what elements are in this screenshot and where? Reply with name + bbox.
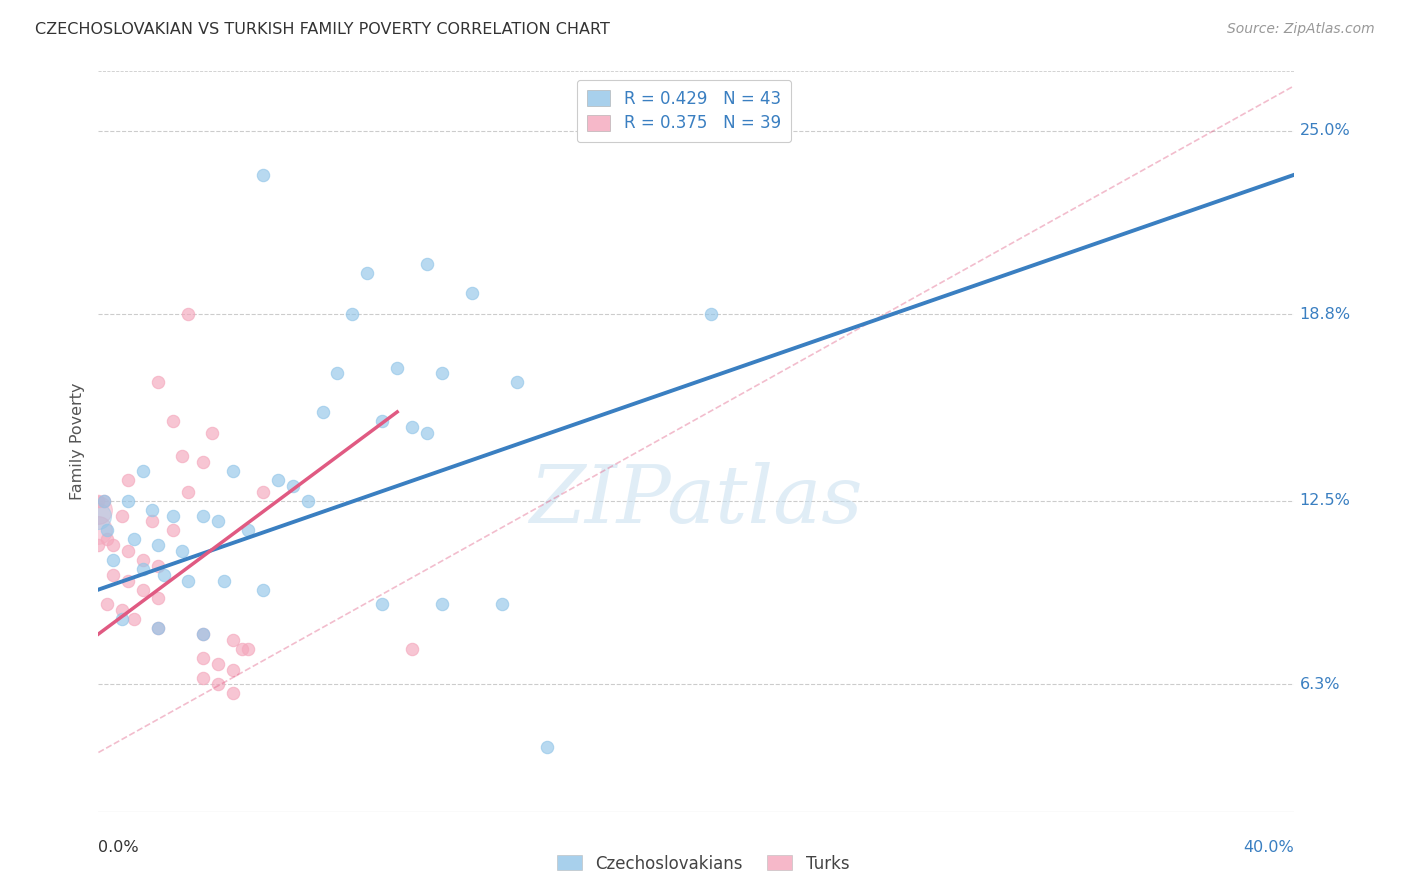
Point <box>148 621 170 635</box>
Legend: Czechoslovakians, Turks: Czechoslovakians, Turks <box>550 848 856 880</box>
Point <box>297 493 319 508</box>
Point <box>124 612 146 626</box>
Point <box>506 376 529 390</box>
Text: ZIPatlas: ZIPatlas <box>529 462 863 540</box>
Point <box>267 473 290 487</box>
Point <box>162 524 184 538</box>
Point <box>252 168 274 182</box>
Point <box>117 493 139 508</box>
Text: 12.5%: 12.5% <box>1299 493 1350 508</box>
Point <box>385 360 409 375</box>
Point <box>132 464 155 478</box>
Point <box>281 479 304 493</box>
Point <box>117 473 139 487</box>
Point <box>536 739 558 754</box>
Point <box>103 553 125 567</box>
Point <box>87 524 110 538</box>
Point <box>93 493 115 508</box>
Point <box>236 641 259 656</box>
Point <box>191 627 214 641</box>
Point <box>252 582 274 597</box>
Point <box>430 598 453 612</box>
Text: Source: ZipAtlas.com: Source: ZipAtlas.com <box>1227 22 1375 37</box>
Point <box>148 591 170 606</box>
Point <box>191 672 214 686</box>
Point <box>111 612 134 626</box>
Point <box>207 677 229 691</box>
Point <box>124 533 146 547</box>
Point <box>212 574 235 588</box>
Point <box>207 515 229 529</box>
Point <box>401 641 423 656</box>
Point <box>311 405 333 419</box>
Text: 25.0%: 25.0% <box>1299 123 1350 138</box>
Point <box>117 574 139 588</box>
Point <box>96 598 118 612</box>
Point <box>461 286 484 301</box>
Text: 6.3%: 6.3% <box>1299 677 1340 692</box>
Point <box>342 307 364 321</box>
Point <box>430 367 453 381</box>
Point <box>132 582 155 597</box>
Point <box>96 533 118 547</box>
Point <box>207 657 229 671</box>
Point <box>222 686 245 700</box>
Point <box>148 376 170 390</box>
Point <box>153 567 176 582</box>
Legend: R = 0.429   N = 43, R = 0.375   N = 39: R = 0.429 N = 43, R = 0.375 N = 39 <box>576 79 792 143</box>
Point <box>141 502 163 516</box>
Y-axis label: Family Poverty: Family Poverty <box>69 383 84 500</box>
Point <box>326 367 349 381</box>
Point <box>172 450 194 464</box>
Point <box>700 307 723 321</box>
Point <box>117 544 139 558</box>
Point <box>201 425 224 440</box>
Text: 40.0%: 40.0% <box>1243 840 1294 855</box>
Point <box>191 650 214 665</box>
Point <box>172 544 194 558</box>
Point <box>93 493 115 508</box>
Point <box>103 538 125 552</box>
Point <box>148 538 170 552</box>
Point <box>162 414 184 428</box>
Text: 0.0%: 0.0% <box>98 840 139 855</box>
Point <box>103 567 125 582</box>
Point <box>87 508 110 523</box>
Point <box>401 419 423 434</box>
Point <box>191 455 214 469</box>
Point <box>111 603 134 617</box>
Point <box>371 598 394 612</box>
Point <box>177 574 200 588</box>
Point <box>191 627 214 641</box>
Point <box>416 425 439 440</box>
Point <box>87 538 110 552</box>
Point <box>222 663 245 677</box>
Point <box>252 484 274 499</box>
Text: 18.8%: 18.8% <box>1299 307 1351 322</box>
Point <box>87 493 110 508</box>
Point <box>222 632 245 647</box>
Point <box>87 502 110 516</box>
Point <box>191 508 214 523</box>
Point <box>416 257 439 271</box>
Point <box>491 598 513 612</box>
Point <box>132 553 155 567</box>
Point <box>236 524 259 538</box>
Point <box>177 307 200 321</box>
Point <box>356 266 378 280</box>
Point <box>132 562 155 576</box>
Point <box>162 508 184 523</box>
Point <box>111 508 134 523</box>
Point <box>141 515 163 529</box>
Point <box>222 464 245 478</box>
Point <box>96 524 118 538</box>
Text: CZECHOSLOVAKIAN VS TURKISH FAMILY POVERTY CORRELATION CHART: CZECHOSLOVAKIAN VS TURKISH FAMILY POVERT… <box>35 22 610 37</box>
Point <box>231 641 253 656</box>
Point <box>148 558 170 573</box>
Point <box>148 621 170 635</box>
Point <box>371 414 394 428</box>
Point <box>177 484 200 499</box>
